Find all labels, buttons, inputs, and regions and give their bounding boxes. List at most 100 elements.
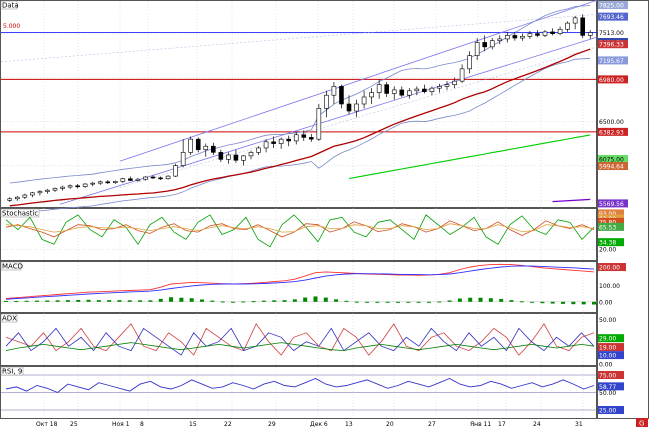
candle-body — [572, 17, 578, 24]
price-axis-label: 5994.64 — [599, 164, 624, 171]
stoch-label-box — [598, 238, 624, 247]
macd-axis-label: 100.00 — [599, 283, 620, 290]
adx-series-line — [5, 342, 595, 352]
macd-line — [5, 263, 595, 299]
candle-body — [376, 84, 382, 93]
stoch-axis-label: 65.53 — [599, 224, 616, 231]
x-tick-label: 29 — [268, 421, 276, 428]
macd-panel-frame — [0, 261, 597, 313]
panel-titles: Data 5.000 Stochastic MACD ADX RSI, 9 — [0, 0, 40, 376]
price-layer — [0, 0, 598, 215]
candle-body — [143, 176, 148, 180]
macd-hist-bar — [55, 300, 60, 302]
candle-body — [188, 138, 193, 153]
candle-body — [407, 90, 412, 96]
candle-body — [248, 152, 254, 157]
candle-body — [452, 80, 457, 85]
macd-hist-bar — [76, 299, 81, 302]
candle-body — [7, 198, 13, 201]
price-axis-label: 7825.00 — [599, 3, 624, 10]
candle-body — [482, 42, 487, 48]
rsi-label-box — [598, 406, 624, 414]
macd-label-box — [598, 263, 626, 272]
macd-hist-bar — [519, 301, 524, 303]
stoch-title-box — [0, 208, 40, 218]
macd-hist-bar — [148, 300, 153, 302]
macd-signal-line — [5, 265, 595, 300]
stoch-label-box — [598, 209, 624, 218]
adx-label-box — [598, 343, 624, 352]
macd-hist-bar — [344, 300, 349, 302]
channel-upper-line — [119, 0, 598, 162]
candle-body — [489, 40, 495, 48]
rsi-layer — [5, 378, 595, 394]
price-panel-frame — [0, 0, 597, 208]
macd-hist-bar — [251, 301, 256, 303]
macd-hist-bar — [488, 298, 493, 302]
stoch-layer — [5, 214, 595, 248]
stoch-axis-label: 34.38 — [599, 240, 616, 247]
macd-hist-bar — [478, 297, 483, 302]
candle-body — [587, 32, 593, 36]
macd-hist-bar — [561, 301, 566, 304]
adx-axis-label: 0.00 — [599, 362, 613, 369]
x-tick-label: 31 — [575, 421, 583, 428]
x-tick-label: 22 — [224, 421, 232, 428]
price-label-box — [598, 40, 628, 49]
channel-lower-line — [59, 36, 598, 205]
stoch-series-line — [5, 223, 595, 233]
candle-body — [542, 31, 548, 36]
rsi-axis-label: 58.77 — [599, 384, 616, 391]
adx-series-line — [5, 323, 595, 356]
price-panel-title: Data — [2, 2, 19, 10]
macd-hist-bar — [499, 299, 504, 302]
adx-axis-label: 19.00 — [599, 345, 616, 352]
candle-body — [67, 185, 73, 188]
x-tick-label: 20 — [386, 421, 394, 428]
candle-body — [429, 87, 435, 92]
macd-hist-bar — [406, 301, 411, 303]
candle-body — [309, 137, 314, 140]
price-axis-label: 6980.00 — [599, 77, 624, 84]
candle-body — [195, 138, 201, 151]
x-tick-label: Янв 11 — [470, 421, 491, 428]
candle-body — [422, 88, 427, 92]
channel-mid-line — [119, 46, 598, 188]
macd-hist-bar — [292, 299, 297, 302]
rsi-label-box — [598, 382, 624, 391]
macd-axis-label: 200.00 — [599, 265, 620, 272]
price-axis-label: 6075.00 — [599, 156, 624, 163]
x-tick-label: 13 — [345, 421, 353, 428]
macd-hist-bar — [96, 300, 101, 302]
macd-hist-bar — [24, 300, 29, 302]
candle-body — [97, 181, 103, 184]
price-label-box — [598, 56, 628, 65]
price-axis-label: 7396.33 — [599, 42, 624, 49]
macd-hist-bar — [200, 299, 204, 302]
corner-badge[interactable] — [636, 418, 648, 427]
adx-label-box — [598, 334, 624, 343]
candle-body — [324, 94, 329, 109]
macd-hist-bar — [313, 296, 318, 302]
candle-body — [557, 28, 563, 34]
candle-body — [565, 22, 570, 30]
macd-hist-bar — [230, 301, 235, 303]
candle-body — [45, 189, 50, 192]
macd-hist-bar — [107, 300, 112, 302]
candle-body — [527, 33, 533, 37]
stoch-panel-frame — [0, 208, 597, 261]
grid-lines — [1, 1, 597, 418]
price-label-box — [598, 127, 628, 136]
candle-body — [241, 155, 246, 161]
macd-hist-bar — [426, 301, 431, 303]
macd-hist-bar — [550, 301, 555, 304]
macd-hist-bar — [447, 300, 452, 302]
adx-label-box — [598, 351, 624, 360]
x-tick-label: 24 — [533, 421, 541, 428]
candle-body — [15, 196, 20, 200]
candle-body — [135, 178, 141, 181]
macd-hist-bar — [323, 297, 328, 302]
candle-body — [580, 17, 585, 36]
candle-body — [90, 182, 95, 185]
rsi-panel-title: RSI, 9 — [2, 368, 22, 376]
